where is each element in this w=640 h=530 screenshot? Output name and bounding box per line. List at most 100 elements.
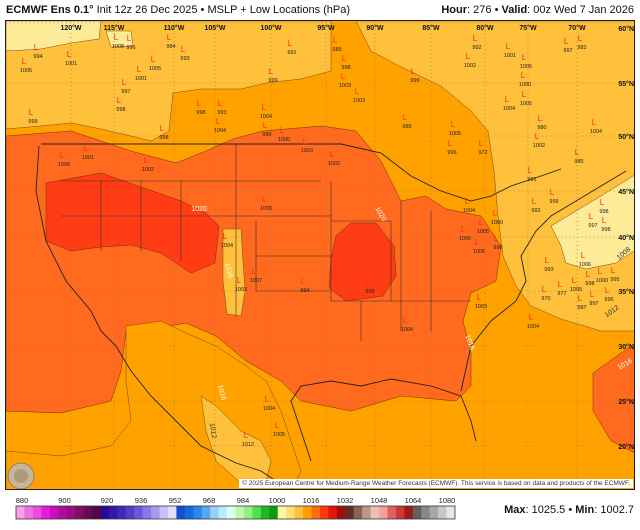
low-pressure-center: L 997 — [121, 78, 130, 95]
colorbar-swatch — [370, 506, 380, 519]
colorbar-swatch — [362, 506, 371, 519]
low-pressure-center: L 998 — [585, 270, 594, 287]
contour-label-group: 1016 — [463, 334, 475, 351]
low-pressure-center: L 1007 — [250, 267, 262, 284]
low-marker-l: L — [586, 270, 591, 279]
low-pressure-value: 1006 — [579, 262, 591, 268]
map-title: ECMWF Ens 0.1° Init 12z 26 Dec 2025 • MS… — [6, 4, 351, 16]
low-pressure-center: L 997 — [588, 212, 597, 229]
hour-label: Hour — [441, 4, 468, 16]
low-marker-l: L — [592, 118, 597, 127]
low-pressure-value: 990 — [262, 132, 271, 138]
low-marker-l: L — [216, 117, 221, 126]
low-marker-l: L — [403, 113, 408, 122]
low-pressure-value: 1005 — [149, 66, 161, 72]
colorbar-swatch — [311, 506, 321, 519]
low-pressure-value: 999 — [549, 199, 558, 205]
low-pressure-value: 1004 — [590, 129, 602, 135]
low-pressure-value: 1012 — [242, 442, 254, 448]
colorbar-tick-label: 920 — [101, 496, 114, 505]
copyright-notice: © 2025 European Centre for Medium-Range … — [239, 479, 633, 488]
low-pressure-value: 998 — [585, 281, 594, 287]
low-pressure-value: 1001 — [65, 61, 77, 67]
low-pressure-value: 1004 — [503, 106, 515, 112]
low-pressure-center: L 1001 — [504, 42, 516, 59]
low-pressure-value: 1001 — [82, 155, 94, 161]
low-pressure-value: 1000 — [278, 137, 290, 143]
low-pressure-center: L 1001 — [65, 50, 77, 67]
low-pressure-center: L 1004 — [590, 118, 602, 135]
min-value: 1002.7 — [600, 504, 634, 516]
low-pressure-center: L 992 — [531, 197, 540, 214]
longitude-labels: 120°W 115°W 110°W 105°W 100°W 95°W 90°W 85°W 80°… — [60, 24, 586, 32]
low-marker-l: L — [167, 33, 172, 42]
low-marker-l: L — [493, 209, 498, 218]
low-marker-l: L — [333, 36, 338, 45]
yellow-northwest — [6, 21, 134, 52]
low-marker-l: L — [600, 198, 605, 207]
low-pressure-value: 1003 — [475, 304, 487, 310]
low-pressure-center: L 1005 — [449, 120, 461, 137]
red-orange-atlantic — [592, 343, 634, 453]
low-pressure-center: L 1004 — [214, 117, 226, 134]
us-canada-border — [41, 143, 562, 202]
low-pressure-center: L 999 — [268, 67, 277, 84]
low-marker-l: L — [223, 232, 228, 241]
contour-label: 1016 — [223, 262, 234, 279]
colorbar-swatch — [100, 506, 110, 519]
low-marker-l: L — [342, 54, 347, 63]
contour-label-group: 1012 — [208, 422, 218, 439]
forecast-hour: 276 — [473, 4, 492, 16]
low-pressure-value: 984 — [166, 44, 175, 50]
longitude-label: 90°W — [366, 24, 384, 32]
low-pressure-value: 1004 — [221, 243, 233, 249]
low-marker-l: L — [545, 256, 550, 265]
low-marker-l: L — [403, 316, 408, 325]
low-pressure-value: 1002 — [464, 63, 476, 69]
low-marker-l: L — [479, 139, 484, 148]
low-marker-l: L — [275, 421, 280, 430]
low-marker-l: L — [265, 395, 270, 404]
colorbar-swatch — [32, 506, 42, 519]
low-pressure-center: L 1004 — [260, 103, 272, 120]
low-pressure-value: 1003 — [339, 83, 351, 89]
low-marker-l: L — [598, 267, 603, 276]
weatherbell-logo — [7, 462, 35, 489]
low-pressure-center: L 982 — [577, 34, 586, 51]
low-pressure-value: 1003 — [353, 98, 365, 104]
latitude-label: 60°N — [618, 25, 634, 33]
low-pressure-center: L 1005 — [520, 53, 532, 70]
low-marker-l: L — [589, 212, 594, 221]
low-pressure-value: 993 — [544, 267, 553, 273]
low-pressure-value: 1006 — [473, 249, 485, 255]
low-pressure-center: L 980 — [537, 114, 546, 131]
low-pressure-center: L 1002 — [464, 52, 476, 69]
low-pressure-center: L 985 — [574, 148, 583, 165]
colorbar-swatch — [336, 506, 346, 519]
latitude-label: 30°N — [618, 343, 634, 351]
low-pressure-value: 999 — [268, 78, 277, 84]
low-pressure-center: L 1006 — [579, 251, 591, 268]
longitude-label: 105°W — [204, 24, 225, 32]
low-marker-l: L — [84, 144, 89, 153]
low-marker-l: L — [479, 218, 484, 227]
low-pressure-center: L 1004 — [527, 313, 539, 330]
low-marker-l: L — [366, 278, 371, 287]
low-marker-l: L — [538, 114, 543, 123]
colorbar-swatch — [125, 506, 135, 519]
colorbar-canvas: 880 900 920 936 952 968 984 1000 1016 1032 1048 106… — [15, 496, 456, 520]
low-pressure-value: 1004 — [463, 208, 475, 214]
colorbar-tick-label: 1080 — [439, 496, 456, 505]
colorbar-tick-label: 1064 — [405, 496, 422, 505]
low-pressure-value: 995 — [610, 277, 619, 283]
low-pressure-center: L 998 — [159, 124, 168, 141]
low-pressure-value: 992 — [472, 45, 481, 51]
low-pressure-center: L 985 — [402, 113, 411, 130]
colorbar-swatch — [159, 506, 169, 519]
low-marker-l: L — [237, 276, 242, 285]
latitude-labels: 60°N 55°N 50°N 45°N 40°N 35°N 30°N 25°N 20°N — [618, 25, 634, 451]
max-min-readout: Max: 1025.5 • Min: 1002.7 — [504, 504, 634, 516]
low-pressure-value: 1004 — [214, 128, 226, 134]
longitude-label: 70°W — [568, 24, 586, 32]
low-pressure-center: L 1002 — [533, 132, 545, 149]
